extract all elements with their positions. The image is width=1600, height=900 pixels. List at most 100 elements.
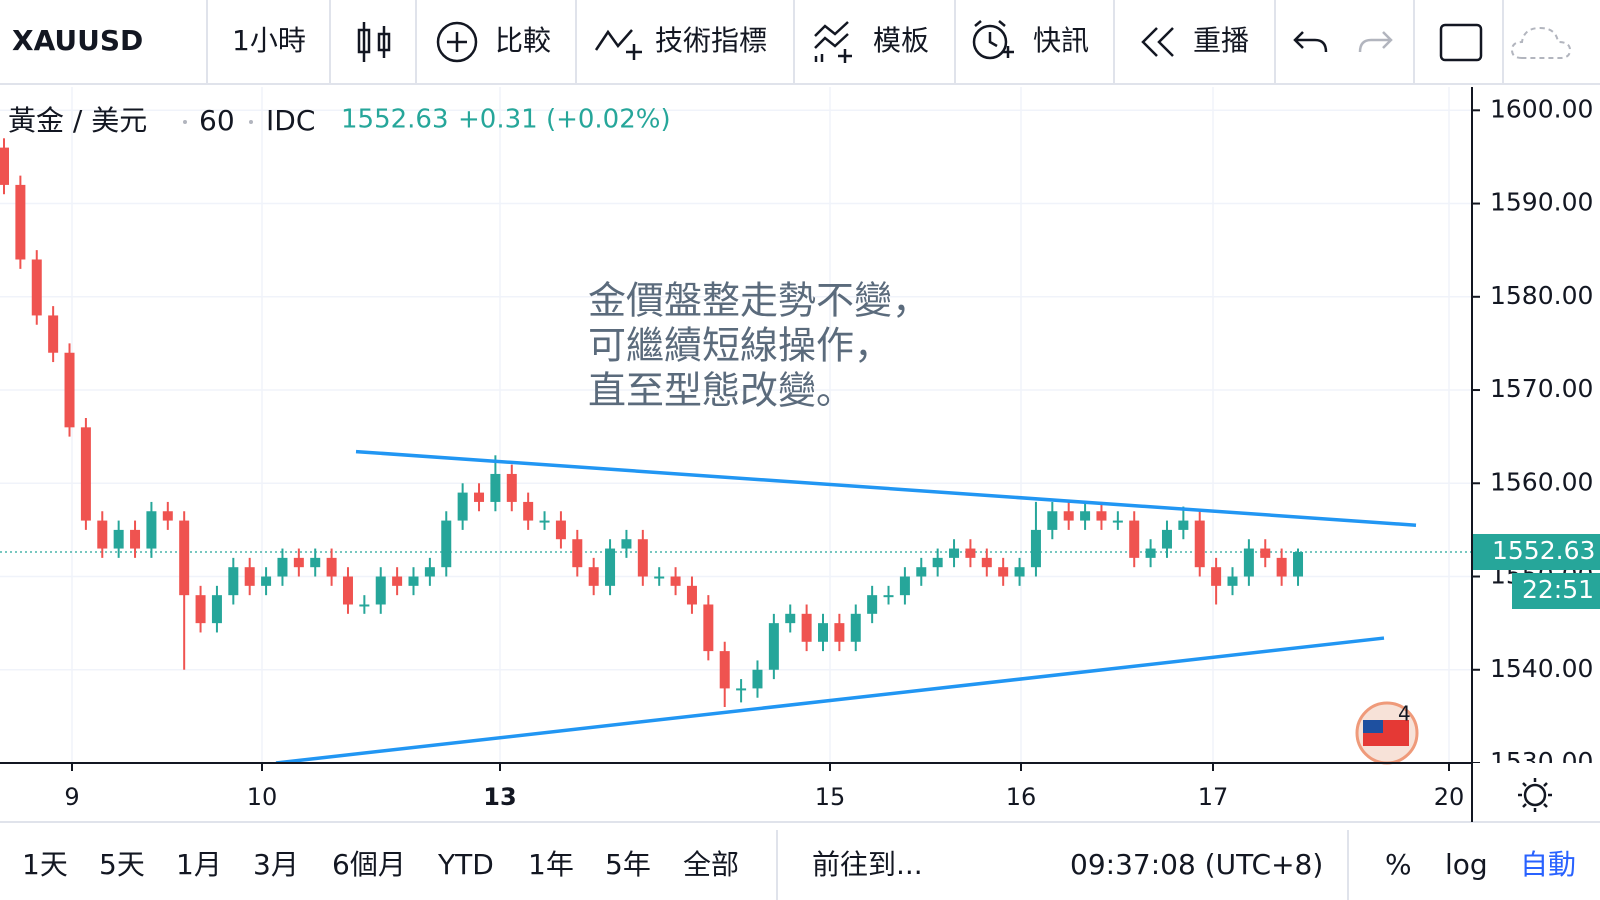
compare[interactable]: 比較 — [495, 24, 551, 57]
legend: 黃金 / 美元 60 IDC 1552.63 +0.31 (+0.02%) — [8, 104, 671, 137]
alerts[interactable]: 快訊 — [1033, 24, 1089, 57]
candle-body — [490, 473, 501, 502]
y-tick-label: 1600.00 — [1490, 94, 1593, 123]
range-button[interactable]: YTD — [437, 848, 494, 881]
candle-body — [1014, 567, 1025, 577]
candle-body — [981, 557, 992, 568]
candle-body — [1047, 511, 1058, 530]
candle-body — [916, 567, 927, 577]
settings-button[interactable] — [1518, 778, 1552, 812]
symbol[interactable]: XAUUSD — [12, 24, 143, 57]
candle-body — [228, 567, 239, 596]
alerts-icon[interactable] — [972, 20, 1014, 60]
price-tag — [1473, 533, 1600, 570]
cloud-save-icon[interactable] — [1510, 26, 1572, 59]
countdown: 22:51 — [1522, 575, 1594, 604]
candle-body — [523, 501, 534, 521]
legend-price: 1552.63 — [341, 105, 449, 135]
bottom-bar: 前往到... 09:37:08 (UTC+8) % log 自動 1天 5天 1月 3… — [22, 830, 1576, 900]
candle-body — [801, 613, 812, 642]
candle-body — [293, 557, 304, 568]
x-tick-label: 15 — [815, 783, 846, 811]
candle-body — [408, 576, 419, 586]
x-tick-label: 16 — [1006, 783, 1037, 811]
indicators[interactable]: 技術指標 — [655, 24, 767, 57]
range-button[interactable]: 全部 — [683, 848, 739, 881]
flag-badge: 4 — [1355, 701, 1419, 765]
grid — [0, 87, 1472, 764]
x-tick-label: 10 — [247, 783, 278, 811]
candle-body — [506, 473, 517, 502]
candle-body — [670, 576, 681, 586]
candle-body — [768, 623, 779, 670]
replay-icon[interactable] — [1141, 27, 1174, 57]
range-button[interactable]: 1天 — [22, 848, 68, 881]
candle-body — [752, 669, 763, 689]
candle-body — [932, 557, 943, 568]
range-button[interactable]: 3月 — [253, 848, 299, 881]
auto-toggle[interactable]: 自動 — [1520, 848, 1576, 881]
countdown-tag — [1512, 572, 1600, 609]
range-button[interactable]: 1月 — [176, 848, 222, 881]
candle-body — [605, 548, 616, 586]
candle-body — [834, 623, 845, 642]
candle-body — [555, 520, 566, 540]
fullscreen-button[interactable] — [1439, 23, 1483, 62]
templates-icon[interactable] — [814, 21, 852, 63]
candle-body — [195, 595, 206, 624]
annotation: 金價盤整走勢不變， — [588, 279, 930, 323]
candle-body — [162, 511, 173, 521]
candle-body — [1276, 557, 1287, 577]
compare-icon[interactable] — [436, 21, 478, 63]
y-tick-label: 1570.00 — [1490, 374, 1593, 403]
range-button[interactable]: 5天 — [99, 848, 145, 881]
candle-body — [899, 576, 910, 596]
candle-body — [1080, 511, 1091, 521]
candle-body — [998, 567, 1009, 577]
candle-body — [818, 623, 828, 642]
y-tick-label: 1530.00 — [1490, 747, 1593, 776]
source: IDC — [266, 104, 315, 137]
candle-body — [867, 595, 878, 614]
candle-body — [621, 539, 632, 549]
price-tag-label: 1552.63 — [1492, 536, 1595, 565]
candle-body — [1112, 520, 1123, 523]
range-button[interactable]: 6個月 — [332, 848, 406, 881]
candle-body — [1194, 520, 1205, 568]
dot — [183, 120, 187, 124]
log-toggle[interactable]: log — [1445, 848, 1488, 881]
candle-body — [179, 520, 190, 596]
percent-toggle[interactable]: % — [1385, 848, 1412, 881]
candle-body — [965, 548, 976, 558]
candle-body — [850, 613, 861, 642]
candle-body — [0, 147, 9, 185]
candle-body — [654, 576, 665, 579]
interval[interactable]: 1小時 — [232, 24, 306, 57]
candle-body — [211, 595, 222, 624]
candle-body — [64, 352, 75, 428]
candle-body — [310, 557, 321, 568]
candle-body — [130, 529, 141, 549]
redo-button[interactable] — [1358, 31, 1393, 53]
y-tick-label: 1580.00 — [1490, 281, 1593, 310]
plot: 金價盤整走勢不變，可繼續短線操作，直至型態改變。 — [0, 87, 1472, 764]
candle-body — [80, 427, 91, 521]
candle-body — [342, 576, 353, 605]
indicators-icon[interactable] — [594, 29, 642, 60]
chart-style-button[interactable] — [357, 22, 391, 62]
candle-body — [785, 613, 796, 624]
templates[interactable]: 模板 — [873, 24, 929, 57]
price-axis: 1530.001540.001550.001560.001570.001580.… — [1472, 94, 1593, 776]
candle-body — [1178, 520, 1189, 530]
undo-button[interactable] — [1293, 31, 1328, 53]
candle-body — [1243, 548, 1254, 577]
goto-date[interactable]: 前往到... — [812, 848, 923, 881]
range-button[interactable]: 1年 — [528, 848, 574, 881]
candle-body — [719, 651, 730, 689]
range-button[interactable]: 5年 — [605, 848, 651, 881]
symbol-name: 黃金 / 美元 — [8, 104, 147, 137]
replay[interactable]: 重播 — [1193, 24, 1249, 57]
dot — [249, 120, 253, 124]
candle-body — [883, 595, 894, 598]
candle-body — [949, 548, 960, 558]
